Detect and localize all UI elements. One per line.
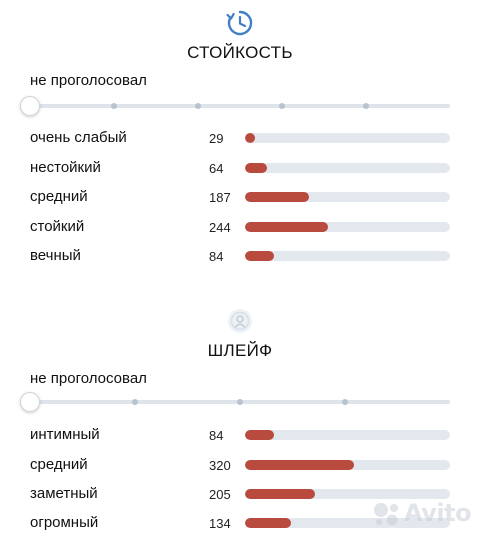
vote-row: средний 320 <box>0 452 480 482</box>
slider-step-dot[interactable] <box>342 399 348 405</box>
vote-bar-fill <box>245 489 316 499</box>
sillage-vote-slider[interactable] <box>20 391 450 413</box>
watermark-text: Avito <box>404 499 472 527</box>
slider-step-dot[interactable] <box>279 103 285 109</box>
vote-bar-track <box>245 222 450 232</box>
vote-bar-track <box>245 163 450 173</box>
vote-bar-fill <box>245 251 274 261</box>
slider-track <box>30 104 450 108</box>
vote-count: 64 <box>209 161 224 176</box>
vote-count: 84 <box>209 249 224 264</box>
vote-bar-fill <box>245 222 329 232</box>
sillage-section: ШЛЕЙФ не проголосовал интимный 84 средни… <box>0 300 480 540</box>
aura-person-icon <box>227 308 253 339</box>
slider-step-dot[interactable] <box>111 103 117 109</box>
vote-bar-fill <box>245 460 355 470</box>
section-title: СТОЙКОСТЬ <box>187 43 293 62</box>
vote-count: 320 <box>209 458 231 473</box>
vote-row: огромный 134 <box>0 510 480 540</box>
slider-knob[interactable] <box>20 96 40 116</box>
slider-knob[interactable] <box>20 392 40 412</box>
slider-step-dot[interactable] <box>237 399 243 405</box>
not-voted-label: не проголосовал <box>30 370 147 387</box>
option-label: средний <box>30 456 88 473</box>
slider-step-dot[interactable] <box>195 103 201 109</box>
vote-count: 84 <box>209 428 224 443</box>
avito-watermark: Avito <box>372 497 472 531</box>
slider-step-dot[interactable] <box>363 103 369 109</box>
vote-bar-fill <box>245 192 309 202</box>
vote-bar-fill <box>245 430 274 440</box>
clock-arrow-icon <box>225 8 255 43</box>
vote-count: 244 <box>209 220 231 235</box>
option-label: очень слабый <box>30 129 127 146</box>
option-label: заметный <box>30 485 98 502</box>
option-label: вечный <box>30 247 81 264</box>
vote-bar-track <box>245 133 450 143</box>
vote-row: заметный 205 <box>0 481 480 511</box>
vote-count: 205 <box>209 487 231 502</box>
vote-bar-track <box>245 460 450 470</box>
vote-bar-fill <box>245 133 255 143</box>
vote-row: вечный 84 <box>0 243 480 273</box>
option-label: нестойкий <box>30 159 101 176</box>
option-label: средний <box>30 188 88 205</box>
option-label: огромный <box>30 514 99 531</box>
vote-bar-track <box>245 251 450 261</box>
vote-row: нестойкий 64 <box>0 155 480 185</box>
section-title: ШЛЕЙФ <box>207 341 273 360</box>
longevity-section: СТОЙКОСТЬ не проголосовал очень слабый 2… <box>0 8 480 273</box>
vote-bar-track <box>245 518 450 528</box>
vote-count: 187 <box>209 190 231 205</box>
vote-count: 29 <box>209 131 224 146</box>
vote-bar-fill <box>245 163 267 173</box>
longevity-vote-slider[interactable] <box>20 95 450 117</box>
option-label: интимный <box>30 426 100 443</box>
option-label: стойкий <box>30 218 85 235</box>
vote-bar-track <box>245 489 450 499</box>
vote-bar-track <box>245 430 450 440</box>
vote-row: стойкий 244 <box>0 214 480 244</box>
vote-bar-track <box>245 192 450 202</box>
vote-bar-fill <box>245 518 291 528</box>
vote-row: интимный 84 <box>0 422 480 452</box>
vote-row: очень слабый 29 <box>0 125 480 155</box>
avito-logo-icon <box>372 501 402 532</box>
slider-step-dot[interactable] <box>132 399 138 405</box>
not-voted-label: не проголосовал <box>30 72 147 89</box>
vote-row: средний 187 <box>0 184 480 214</box>
vote-count: 134 <box>209 516 231 531</box>
